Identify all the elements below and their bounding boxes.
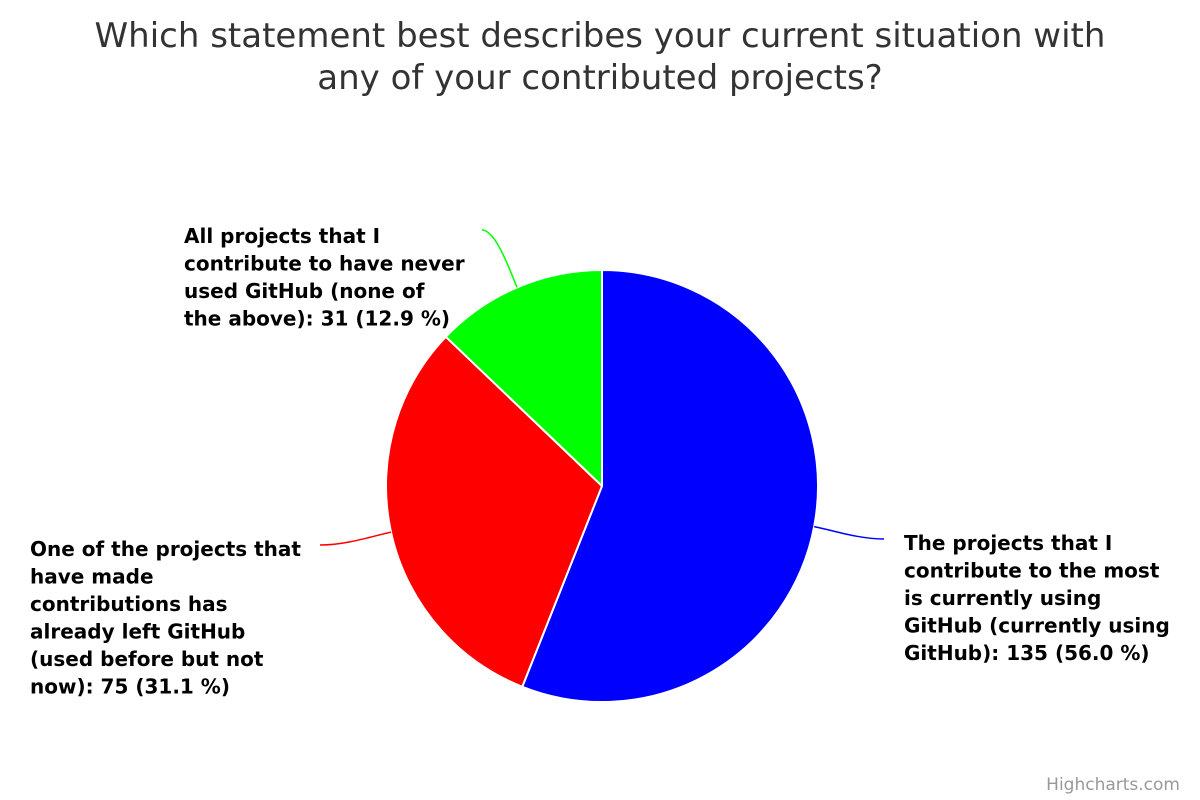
data-label-2-line-2: have made xyxy=(30,565,154,589)
data-label-3-line-4: the above): 31 (12.9 %) xyxy=(184,307,450,331)
data-label-1-line-1: The projects that I xyxy=(904,531,1112,555)
data-label-1-line-3: is currently using xyxy=(904,586,1101,610)
data-label-3-line-3: used GitHub (none of xyxy=(184,279,425,303)
chart-title-line-2: any of your contributed projects? xyxy=(317,58,882,98)
connector-line-2 xyxy=(319,531,392,546)
data-label-3-line-1: All projects that I xyxy=(184,224,380,248)
data-label-2-line-3: contributions has xyxy=(30,592,228,616)
chart-title-line-1: Which statement best describes your curr… xyxy=(95,16,1106,56)
pie-slice-1[interactable] xyxy=(521,269,819,703)
data-label-1: The projects that I contribute to the mos… xyxy=(904,531,1170,665)
data-label-2: One of the projects that have made contrib… xyxy=(30,537,301,699)
data-label-2-line-5: (used before but not xyxy=(30,647,264,671)
pie-slice-2[interactable] xyxy=(385,335,603,688)
label-connectors xyxy=(319,229,885,546)
data-label-3: All projects that I contribute to have ne… xyxy=(184,224,465,331)
data-label-1-line-2: contribute to the most xyxy=(904,559,1160,583)
data-label-2-line-4: already left GitHub xyxy=(30,620,245,644)
data-label-3-line-2: contribute to have never xyxy=(184,252,465,276)
chart-title: Which statement best describes your curr… xyxy=(95,16,1106,98)
data-label-2-line-1: One of the projects that xyxy=(30,537,301,561)
data-label-1-line-5: GitHub): 135 (56.0 %) xyxy=(904,641,1150,665)
data-labels: The projects that I contribute to the mos… xyxy=(30,224,1170,699)
connector-line-1 xyxy=(814,525,885,540)
data-label-2-line-6: now): 75 (31.1 %) xyxy=(30,675,230,699)
pie-slice-3[interactable] xyxy=(444,269,603,487)
credits-link[interactable]: Highcharts.com xyxy=(1046,775,1180,795)
pie-slices xyxy=(385,269,819,703)
data-label-1-line-4: GitHub (currently using xyxy=(904,614,1170,638)
connector-line-3 xyxy=(481,229,518,288)
